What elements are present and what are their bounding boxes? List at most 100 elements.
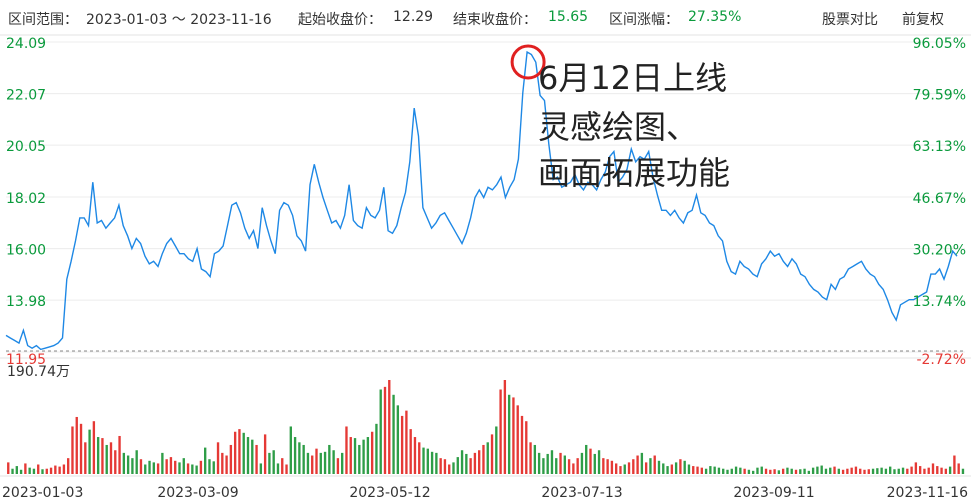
volume-bar [674,462,678,474]
volume-bar [833,466,836,474]
volume-bar [700,467,703,474]
volume-bar [169,457,173,474]
volume-bar [516,405,519,474]
volume-bar [114,450,117,474]
volume-bar [478,450,481,474]
volume-bar [820,465,823,474]
volume-bar [109,442,113,474]
volume-bar [507,394,511,474]
volume-bar [383,386,387,474]
volume-bar [216,442,220,474]
volume-bar [233,431,237,474]
volume-bar [246,437,250,474]
volume-bar [195,465,198,474]
volume-bar [931,463,935,474]
volume-bar [520,415,524,474]
volume-bar [649,458,652,474]
start-price-value: 12.29 [393,9,434,25]
volume-bar [884,468,888,474]
volume-bar [306,452,310,474]
price-tick-label: 24.09 [6,36,46,52]
volume-bar [456,457,459,474]
volume-bar [709,466,712,474]
volume-bar [764,468,768,474]
volume-bar [829,467,832,474]
volume-bar [580,452,584,474]
volume-bar [67,458,70,474]
volume-bar [353,438,357,474]
volume-bar [289,426,292,474]
volume-bar [717,467,721,474]
percent-tick-label: -2.72% [916,352,966,368]
peak-circle-annotation [510,44,546,80]
volume-bar [944,468,948,474]
volume-bar [589,448,592,474]
volume-bar [422,447,425,474]
percent-tick-label: 79.59% [913,88,966,104]
volume-bar [131,458,134,474]
volume-bar [62,464,66,474]
volume-bar [148,460,151,474]
volume-bar [435,452,438,474]
annotation-line-1: 6月12日上线 [538,59,728,97]
summary-header: 区间范围： 2023-01-03 ～ 2023-11-16 起始收盘价： 12.… [0,0,971,34]
volume-bar [165,459,168,474]
x-tick-label: 2023-07-13 [541,485,622,501]
forward-adjust-button[interactable]: 前复权 [902,12,944,28]
price-tick-label: 16.00 [6,243,46,259]
percent-tick-label: 46.67% [913,191,966,207]
volume-bar [392,394,395,474]
volume-bar [495,426,498,474]
volume-bar [525,421,528,474]
volume-bar [824,468,828,474]
volume-bar [41,469,44,474]
volume-bar [906,468,909,474]
volume-bar [636,455,639,474]
volume-bar [948,466,952,474]
volume-bar [315,448,318,474]
volume-bar [777,470,781,474]
volume-bar [465,453,468,474]
volume-bar [400,415,404,474]
volume-bar [739,467,742,474]
end-price-value: 15.65 [548,9,589,25]
volume-bar [936,466,939,474]
volume-bar [816,466,819,474]
volume-bar [370,431,374,474]
volume-bar [126,455,130,474]
volume-bar [940,467,943,474]
volume-bar [24,463,27,474]
volume-bar [28,467,31,474]
volume-bar [349,437,352,474]
stock-compare-button[interactable]: 股票对比 [822,12,878,28]
volume-bar [683,460,686,474]
volume-bar [204,447,207,474]
volume-bar [666,466,669,474]
volume-bar [341,452,344,474]
volume-bar [585,444,588,474]
volume-bar [186,463,190,474]
volume-bar [567,459,571,474]
volume-bar [460,450,464,474]
volume-bar [328,444,331,474]
volume-bar [336,458,340,474]
volume-bar [657,460,661,474]
percent-tick-label: 30.20% [913,243,966,259]
volume-bar [396,405,400,474]
volume-bar [550,450,554,474]
volume-bar [910,466,913,474]
volume-bar [837,468,840,474]
volume-bar [769,469,772,474]
volume-bar [191,464,194,474]
volume-bar [752,470,755,474]
volume-bar [529,442,532,474]
volume-bar [734,466,738,474]
volume-bar [743,468,746,474]
volume-bar [503,380,507,474]
volume-bar [345,426,348,474]
volume-bar [101,438,104,474]
volume-bar [259,463,263,474]
volume-bar [662,463,665,474]
volume-bar [58,466,61,474]
